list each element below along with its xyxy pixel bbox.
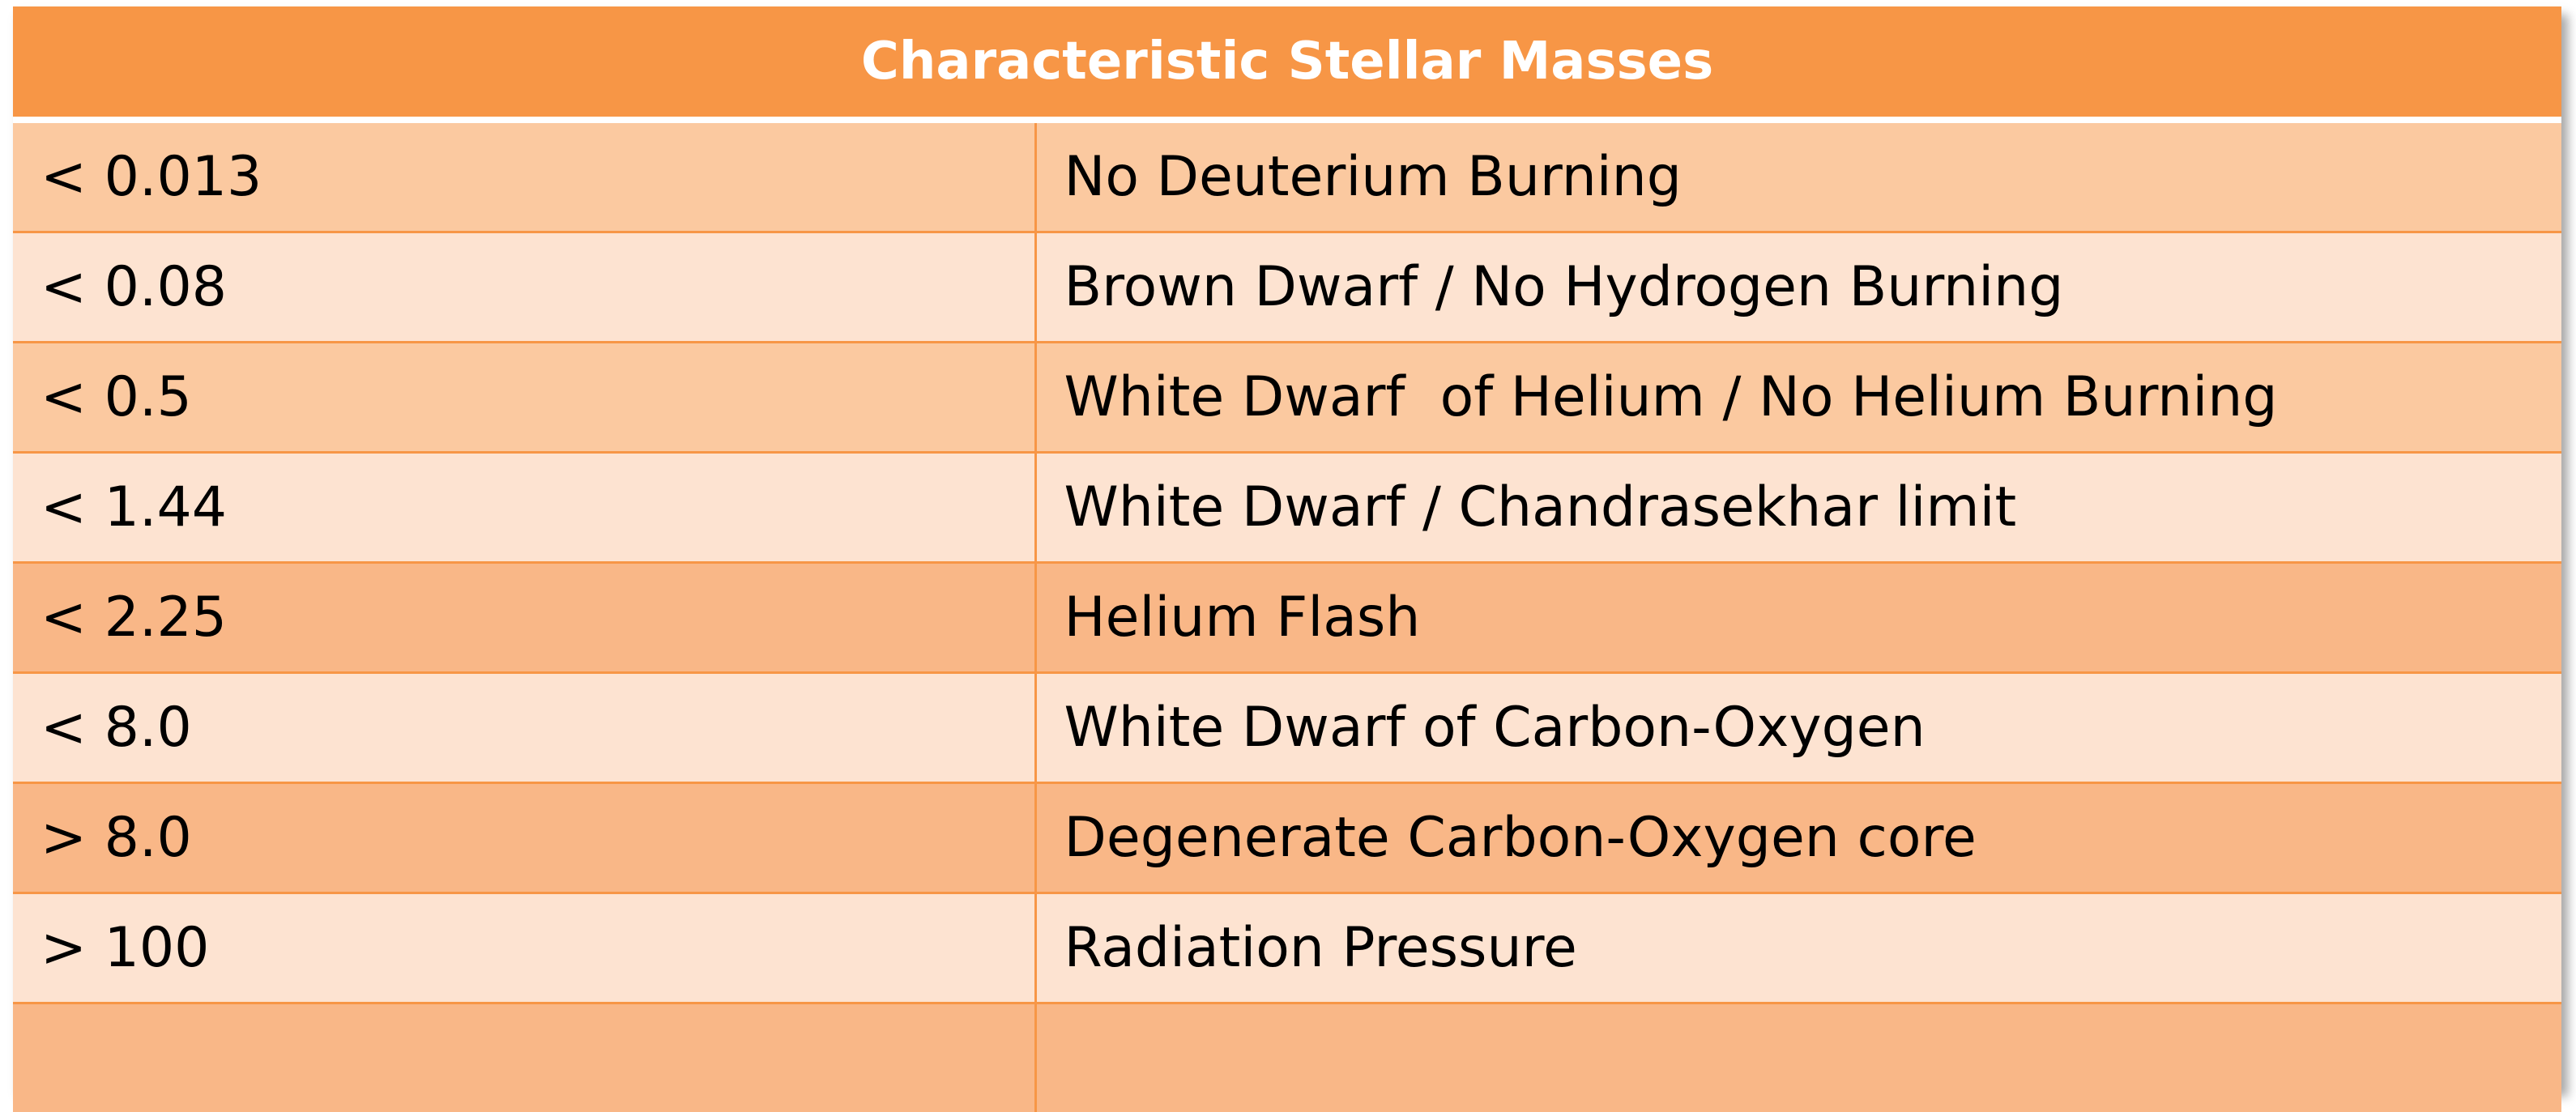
table-row: < 8.0 White Dwarf of Carbon-Oxygen [13, 673, 2561, 783]
table-row: > 100 Radiation Pressure [13, 893, 2561, 1003]
table-row: < 0.08 Brown Dwarf / No Hydrogen Burning [13, 232, 2561, 343]
mass-cell: < 8.0 [13, 673, 1035, 783]
description-cell: White Dwarf of Helium / No Helium Burnin… [1035, 343, 2561, 453]
mass-cell: < 0.5 [13, 343, 1035, 453]
description-cell [1035, 1003, 2561, 1112]
mass-cell: > 8.0 [13, 783, 1035, 893]
table-row-empty [13, 1003, 2561, 1112]
table-row: < 0.5 White Dwarf of Helium / No Helium … [13, 343, 2561, 453]
mass-cell: < 2.25 [13, 563, 1035, 673]
description-cell: No Deuterium Burning [1035, 120, 2561, 232]
mass-cell [13, 1003, 1035, 1112]
stellar-masses-table-container: Characteristic Stellar Masses < 0.013 No… [13, 6, 2561, 1089]
mass-cell: < 1.44 [13, 453, 1035, 563]
table-header-row: Characteristic Stellar Masses [13, 6, 2561, 120]
description-cell: White Dwarf of Carbon-Oxygen [1035, 673, 2561, 783]
description-cell: Helium Flash [1035, 563, 2561, 673]
mass-cell: < 0.08 [13, 232, 1035, 343]
table-row: < 0.013 No Deuterium Burning [13, 120, 2561, 232]
table-row: < 2.25 Helium Flash [13, 563, 2561, 673]
stellar-masses-table: Characteristic Stellar Masses < 0.013 No… [13, 6, 2561, 1112]
description-cell: Radiation Pressure [1035, 893, 2561, 1003]
table-title: Characteristic Stellar Masses [13, 6, 2561, 120]
table-row: < 1.44 White Dwarf / Chandrasekhar limit [13, 453, 2561, 563]
mass-cell: < 0.013 [13, 120, 1035, 232]
mass-cell: > 100 [13, 893, 1035, 1003]
description-cell: White Dwarf / Chandrasekhar limit [1035, 453, 2561, 563]
description-cell: Degenerate Carbon-Oxygen core [1035, 783, 2561, 893]
table-row: > 8.0 Degenerate Carbon-Oxygen core [13, 783, 2561, 893]
description-cell: Brown Dwarf / No Hydrogen Burning [1035, 232, 2561, 343]
